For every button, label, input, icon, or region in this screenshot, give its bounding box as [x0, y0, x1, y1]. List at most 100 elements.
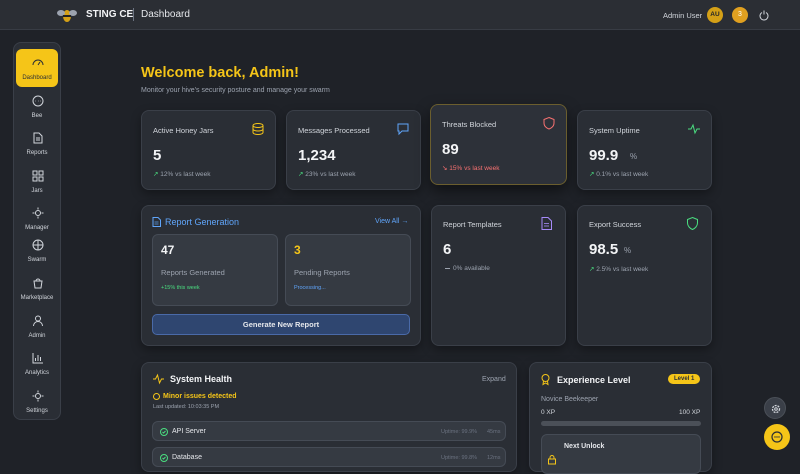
system-health-card: System Health Expand Minor issues detect… — [141, 362, 517, 472]
change-text: 23% vs last week — [305, 171, 356, 178]
nav-label: Manager — [25, 225, 49, 231]
active-nav-highlight — [16, 49, 58, 87]
next-unlock-title: Next Unlock — [564, 443, 605, 450]
card-label: Active Honey Jars — [153, 126, 214, 135]
page-title: Dashboard — [141, 9, 190, 20]
nav-icon-shape — [32, 207, 44, 219]
card-value: 5 — [153, 147, 162, 164]
top-bar: STING CE Dashboard Admin User AU 3 — [0, 0, 800, 30]
nav-item[interactable]: Swarm — [14, 236, 62, 266]
trend-up: ↗ — [153, 171, 161, 178]
change-text: 2.5% vs last week — [596, 266, 649, 273]
card-icon-shape — [252, 123, 264, 135]
service-latency: 12ms — [487, 455, 501, 461]
xp-min: 0 XP — [541, 409, 556, 416]
card-value: 1,234 — [298, 147, 336, 164]
card-change: ↗ 2.5% vs last week — [589, 265, 648, 273]
report-title: Report Generation — [165, 217, 240, 227]
status-icon-shape — [160, 454, 168, 463]
nav-item[interactable]: Settings — [14, 387, 62, 417]
nav-icon-shape — [32, 170, 44, 182]
status-icon — [160, 428, 168, 437]
expand-button[interactable]: Expand — [482, 376, 506, 383]
chat-fab[interactable] — [764, 424, 790, 450]
card-label: Threats Blocked — [442, 120, 497, 129]
trend-up: ↗ — [589, 171, 597, 178]
chat-icon — [771, 431, 783, 443]
nav-item[interactable]: Dashboard — [14, 54, 62, 84]
stat-card: Threats Blocked 89 ↘ 15% vs last week — [430, 104, 567, 185]
experience-card: Experience Level Level 1 Novice Beekeepe… — [529, 362, 712, 474]
avatar[interactable]: AU — [707, 7, 723, 23]
export-success-card: Export Success 98.5 % ↗ 2.5% vs last wee… — [577, 205, 712, 346]
view-all-link[interactable]: View All → — [375, 218, 409, 225]
nav-icon-shape — [33, 315, 43, 327]
stat-card: System Uptime 99.9% ↗ 0.1% vs last week — [577, 110, 712, 190]
next-unlock-box: Next Unlock — [541, 434, 701, 474]
nav-item[interactable]: Bee — [14, 92, 62, 122]
welcome-subtitle: Monitor your hive's security posture and… — [141, 87, 330, 94]
nav-icon-shape — [32, 95, 44, 107]
tile-label: Reports Generated — [161, 268, 225, 277]
nav-icon — [33, 132, 43, 144]
card-unit: % — [624, 246, 632, 255]
status-icon-shape — [160, 428, 168, 437]
service-row: Database Uptime: 99.8% 12ms — [152, 447, 506, 467]
status-icon — [160, 454, 168, 463]
nav-item[interactable]: Jars — [14, 167, 62, 197]
card-value: 98.5 — [589, 241, 619, 258]
settings-fab[interactable] — [764, 397, 786, 419]
notification-badge[interactable]: 3 — [732, 7, 748, 23]
card-icon — [397, 123, 409, 136]
last-updated: Last updated: 10:03:35 PM — [153, 404, 220, 410]
report-icon — [152, 217, 161, 227]
tile-label: Pending Reports — [294, 268, 350, 277]
trend-up: ↗ — [589, 266, 597, 273]
card-change: ↗ 23% vs last week — [298, 170, 355, 178]
card-change: ↗ 0.1% vs last week — [589, 170, 648, 178]
nav-item[interactable]: Marketplace — [14, 274, 62, 304]
service-name: API Server — [172, 428, 206, 435]
card-value: 89 — [442, 141, 459, 158]
generate-report-button[interactable]: Generate New Report — [152, 314, 410, 335]
gear-icon — [771, 404, 781, 414]
pending-reports-tile: 3 Pending Reports Processing... — [285, 234, 411, 306]
nav-label: Admin — [28, 333, 46, 339]
rank-name: Novice Beekeeper — [541, 396, 599, 403]
template-icon — [541, 217, 552, 230]
nav-icon-shape — [33, 132, 43, 144]
change-text: 15% vs last week — [449, 165, 500, 172]
nav-label: Bee — [31, 113, 43, 119]
nav-icon — [32, 390, 44, 402]
nav-item[interactable]: Manager — [14, 204, 62, 234]
level-badge: Level 1 — [668, 374, 701, 384]
brand: STING CE — [86, 9, 134, 20]
nav-icon — [32, 353, 43, 364]
nav-icon-shape — [32, 390, 44, 402]
health-status: Minor issues detected — [163, 393, 237, 400]
power-icon[interactable] — [759, 10, 769, 21]
nav-icon — [32, 239, 44, 251]
nav-item[interactable]: Admin — [14, 312, 62, 342]
nav-label: Swarm — [27, 257, 47, 263]
stat-card: Messages Processed 1,234 ↗ 23% vs last wee… — [286, 110, 421, 190]
nav-icon — [32, 95, 44, 107]
card-icon — [688, 123, 700, 135]
nav-item[interactable]: Reports — [14, 129, 62, 159]
card-icon-shape — [688, 123, 700, 135]
nav-icon — [33, 278, 43, 289]
report-generation-card: Report Generation View All → 47 Reports … — [141, 205, 421, 346]
card-change: ↗ 12% vs last week — [153, 170, 210, 178]
card-value: 6 — [443, 241, 452, 258]
trend-up: ↗ — [298, 171, 306, 178]
warning-icon — [153, 393, 160, 400]
nav-item[interactable]: Analytics — [14, 349, 62, 379]
card-icon-shape — [397, 123, 409, 136]
card-value: 99.9 — [589, 147, 619, 164]
pulse-icon — [153, 373, 164, 385]
nav-label: Analytics — [24, 370, 49, 376]
report-templates-card: Report Templates 6 0% available — [431, 205, 566, 346]
health-title: System Health — [170, 374, 233, 384]
medal-icon — [541, 374, 550, 386]
